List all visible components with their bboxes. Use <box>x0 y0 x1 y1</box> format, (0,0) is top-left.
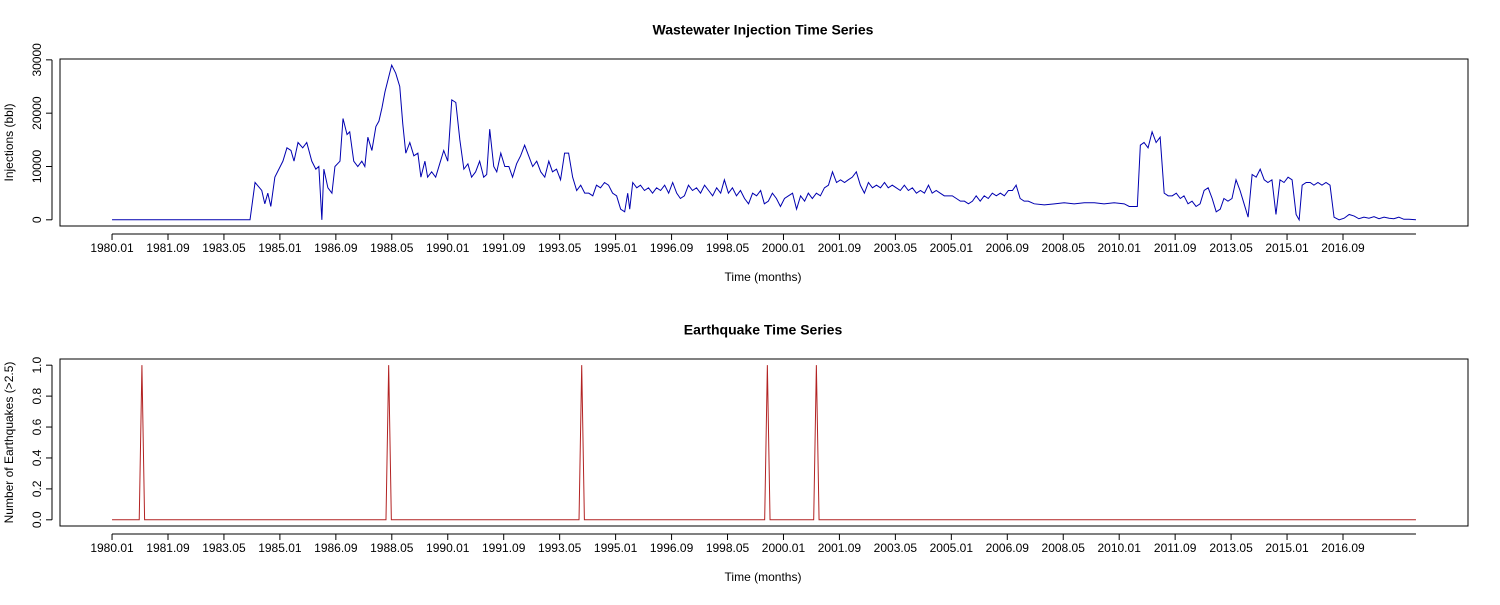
x-tick-label: 1990.01 <box>426 241 470 255</box>
data-line <box>112 365 1416 521</box>
y-axis-label: Number of Earthquakes (>2.5) <box>2 362 16 524</box>
x-tick-label: 2016.09 <box>1321 541 1365 555</box>
x-tick-label: 2013.05 <box>1209 241 1253 255</box>
x-tick-label: 1998.05 <box>706 541 750 555</box>
x-tick-label: 2000.01 <box>762 241 806 255</box>
x-tick-label: 1996.09 <box>650 541 694 555</box>
chart-title: Earthquake Time Series <box>684 322 843 338</box>
y-tick-label: 0 <box>30 216 44 223</box>
y-tick-label: 0.4 <box>30 449 44 466</box>
x-tick-label: 2008.05 <box>1042 541 1086 555</box>
y-axis-label: Injections (bbl) <box>2 103 16 181</box>
x-tick-label: 2016.09 <box>1321 241 1365 255</box>
y-tick-label: 0.0 <box>30 511 44 528</box>
x-tick-label: 2000.01 <box>762 541 806 555</box>
x-tick-label: 1981.09 <box>146 241 190 255</box>
chart-title: Wastewater Injection Time Series <box>653 22 874 38</box>
x-tick-label: 1993.05 <box>538 241 582 255</box>
y-tick-label: 0.8 <box>30 387 44 404</box>
plot-frame <box>59 358 1469 527</box>
x-tick-label: 1995.01 <box>594 541 638 555</box>
y-tick-label: 1.0 <box>30 357 44 374</box>
x-tick-label: 1986.09 <box>314 541 358 555</box>
x-tick-label: 2006.09 <box>986 241 1030 255</box>
x-tick-label: 2003.05 <box>874 241 918 255</box>
x-tick-label: 2008.05 <box>1042 241 1086 255</box>
plot-frame <box>59 58 1469 227</box>
x-tick-label: 1985.01 <box>258 241 302 255</box>
x-tick-label: 1996.09 <box>650 241 694 255</box>
x-tick-label: 2010.01 <box>1097 241 1141 255</box>
x-tick-label: 2005.01 <box>930 541 974 555</box>
x-tick-label: 1988.05 <box>370 241 414 255</box>
x-tick-label: 1980.01 <box>90 541 134 555</box>
x-tick-label: 1983.05 <box>202 241 246 255</box>
x-tick-label: 2015.01 <box>1265 241 1309 255</box>
x-tick-label: 1980.01 <box>90 241 134 255</box>
x-tick-label: 2010.01 <box>1097 541 1141 555</box>
x-tick-label: 1991.09 <box>482 541 526 555</box>
x-tick-label: 1986.09 <box>314 241 358 255</box>
x-tick-label: 1998.05 <box>706 241 750 255</box>
x-tick-label: 2003.05 <box>874 541 918 555</box>
x-tick-label: 1991.09 <box>482 241 526 255</box>
y-tick-label: 0.6 <box>30 418 44 435</box>
x-tick-label: 2001.09 <box>818 241 862 255</box>
x-tick-label: 2005.01 <box>930 241 974 255</box>
x-tick-label: 2013.05 <box>1209 541 1253 555</box>
y-tick-label: 30000 <box>30 43 44 77</box>
x-tick-label: 1985.01 <box>258 541 302 555</box>
y-tick-label: 20000 <box>30 96 44 130</box>
x-tick-label: 1983.05 <box>202 541 246 555</box>
x-tick-label: 1995.01 <box>594 241 638 255</box>
data-line <box>112 63 1416 222</box>
y-tick-label: 10000 <box>30 149 44 183</box>
x-tick-label: 1988.05 <box>370 541 414 555</box>
x-tick-label: 1993.05 <box>538 541 582 555</box>
x-tick-label: 2006.09 <box>986 541 1030 555</box>
x-tick-label: 2011.09 <box>1154 241 1197 255</box>
x-axis-label: Time (months) <box>725 270 802 284</box>
x-tick-label: 1981.09 <box>146 541 190 555</box>
x-tick-label: 1990.01 <box>426 541 470 555</box>
x-tick-label: 2001.09 <box>818 541 862 555</box>
x-tick-label: 2011.09 <box>1154 541 1197 555</box>
x-tick-label: 2015.01 <box>1265 541 1309 555</box>
x-axis-label: Time (months) <box>725 570 802 584</box>
y-tick-label: 0.2 <box>30 480 44 497</box>
